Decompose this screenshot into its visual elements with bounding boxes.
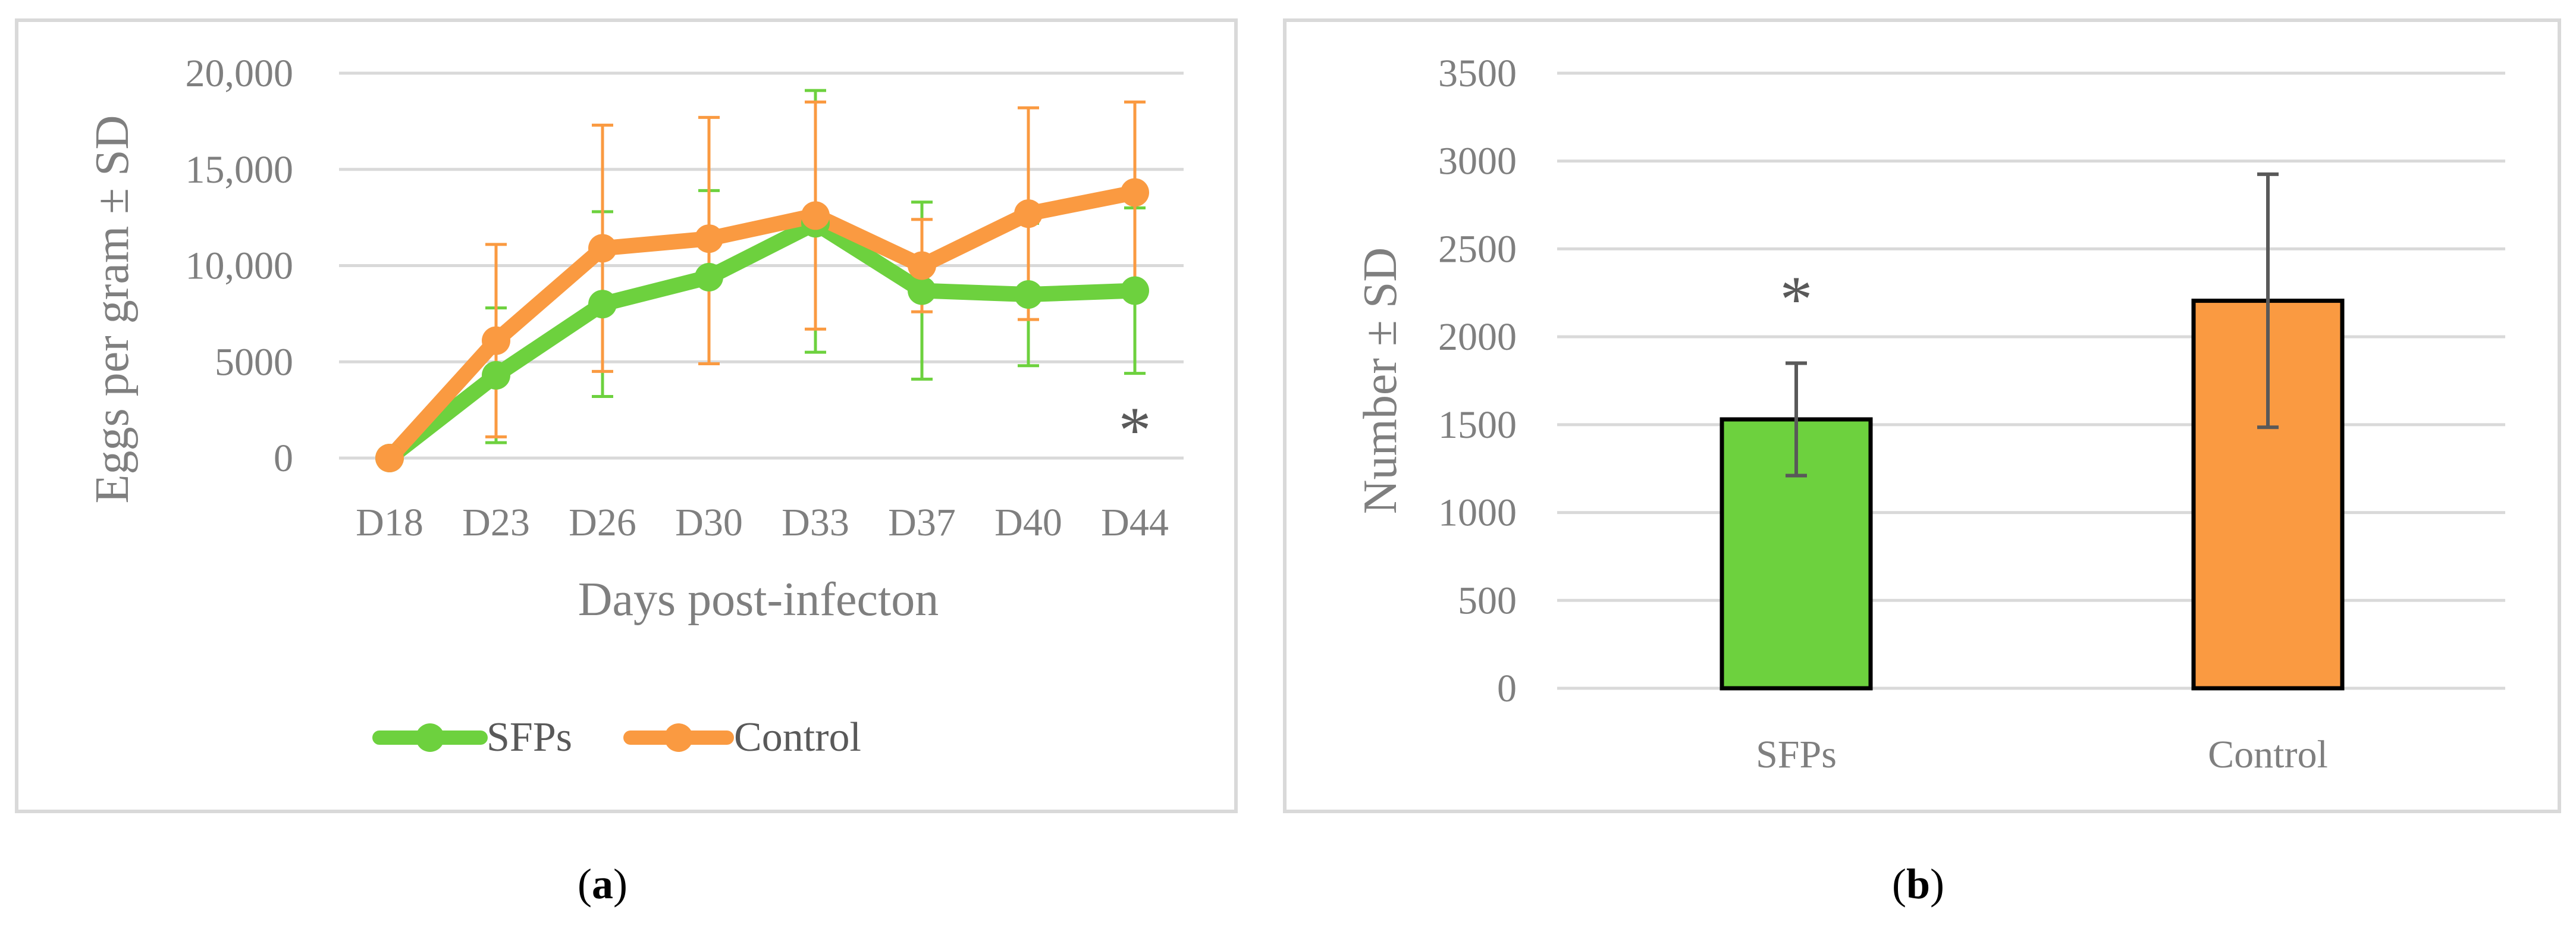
point-control-d23 xyxy=(482,326,510,355)
panel-a-y-tick-labels: 0 5000 10,000 15,000 20,000 xyxy=(186,52,294,480)
y-tick-label: 1000 xyxy=(1438,491,1517,535)
y-tick-label: 1500 xyxy=(1438,403,1517,447)
panel-b-bars xyxy=(1720,299,2345,691)
point-control-d37 xyxy=(908,251,936,280)
y-tick-label: 3000 xyxy=(1438,140,1517,183)
panel-label-b-letter: b xyxy=(1906,860,1930,908)
legend-marker-control xyxy=(664,723,693,752)
legend-label-sfps: SFPs xyxy=(487,714,572,760)
point-sfps-d44 xyxy=(1121,276,1149,305)
point-sfps-d37 xyxy=(908,276,936,305)
x-tick-label-d44: D44 xyxy=(1101,501,1169,544)
y-tick-label: 2500 xyxy=(1438,227,1517,271)
y-tick-label: 3500 xyxy=(1438,52,1517,95)
panel-b-frame xyxy=(1283,18,2561,813)
y-tick-label: 15,000 xyxy=(186,148,294,192)
point-sfps-d23 xyxy=(482,360,510,390)
panel-b-significance-star: * xyxy=(1780,263,1813,336)
panel-a-data-points xyxy=(375,178,1149,472)
panel-b-bar-chart: 0 500 1000 1500 2000 2500 3000 3500 SFPs Control… xyxy=(1283,18,2561,813)
x-tick-label-d40: D40 xyxy=(994,501,1062,544)
panel-label-b: (b) xyxy=(1892,860,1944,908)
panel-a-xlabel: Days post-infecton xyxy=(578,573,939,626)
x-tick-label-d33: D33 xyxy=(782,501,849,544)
y-tick-label: 5000 xyxy=(215,340,293,384)
panel-a-frame xyxy=(15,18,1238,813)
x-tick-label-control: Control xyxy=(2208,733,2328,776)
point-sfps-d26 xyxy=(588,290,617,319)
point-sfps-d40 xyxy=(1014,280,1043,309)
error-bar-sfps xyxy=(1786,361,1807,478)
panel-a-significance-star: * xyxy=(1119,394,1151,466)
y-tick-label: 10,000 xyxy=(186,244,294,288)
point-control-d18 xyxy=(375,444,404,472)
point-control-d30 xyxy=(695,224,723,253)
panel-label-a: (a) xyxy=(578,860,627,908)
bar-sfps xyxy=(1720,417,1873,691)
x-tick-label-sfps: SFPs xyxy=(1756,733,1837,776)
x-tick-label-d37: D37 xyxy=(888,501,956,544)
x-tick-label-d26: D26 xyxy=(569,501,636,544)
legend-item-sfps: SFPs xyxy=(372,714,572,760)
panel-a-legend: SFPs Control xyxy=(372,714,861,760)
panel-b-gridlines xyxy=(1557,71,2505,690)
point-control-d44 xyxy=(1121,178,1149,207)
point-control-d40 xyxy=(1014,199,1043,228)
y-tick-label: 20,000 xyxy=(186,52,294,95)
panel-label-a-letter: a xyxy=(592,860,613,908)
panel-a-ylabel: Eggs per gram ± SD xyxy=(86,115,139,504)
y-tick-label: 0 xyxy=(274,437,293,480)
y-tick-label: 500 xyxy=(1458,579,1517,622)
panel-b-y-tick-labels: 0 500 1000 1500 2000 2500 3000 3500 xyxy=(1438,52,1517,710)
y-tick-label: 2000 xyxy=(1438,315,1517,359)
legend-item-control: Control xyxy=(623,714,861,760)
legend-label-control: Control xyxy=(734,714,861,760)
point-control-d33 xyxy=(801,201,830,230)
point-control-d26 xyxy=(588,234,617,263)
x-tick-label-d23: D23 xyxy=(462,501,530,544)
panel-b-x-tick-labels: SFPs Control xyxy=(1756,733,2328,776)
x-tick-label-d18: D18 xyxy=(356,501,423,544)
error-bar-control xyxy=(2257,172,2279,429)
panel-b-ylabel: Number ± SD xyxy=(1354,247,1407,514)
panel-a-series-lines xyxy=(382,184,1143,466)
y-tick-label: 0 xyxy=(1497,667,1517,710)
point-sfps-d30 xyxy=(695,262,723,291)
legend-marker-sfps xyxy=(416,723,444,752)
x-tick-label-d30: D30 xyxy=(675,501,743,544)
panel-a-x-tick-labels: D18 D23 D26 D30 D33 D37 D40 D44 xyxy=(356,501,1169,544)
panel-b-error-bars xyxy=(1786,172,2279,478)
series-line-sfps xyxy=(382,215,1143,466)
series-line-control xyxy=(382,184,1143,466)
